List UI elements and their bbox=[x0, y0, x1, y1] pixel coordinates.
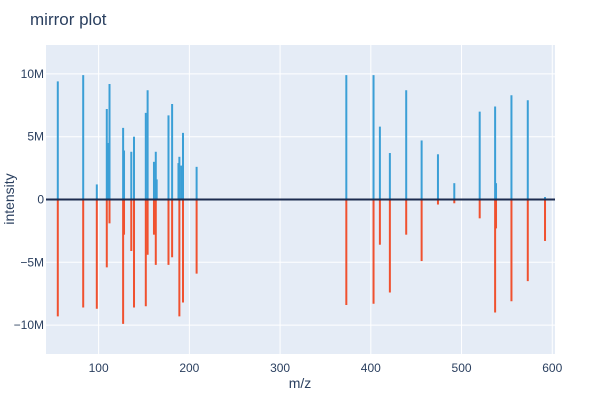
y-tick-label: −5M bbox=[20, 255, 44, 269]
x-tick-label: 200 bbox=[179, 361, 199, 375]
x-tick-label: 300 bbox=[270, 361, 290, 375]
y-tick-label: 0 bbox=[37, 193, 44, 207]
y-tick-label: 5M bbox=[27, 130, 44, 144]
y-tick-label: 10M bbox=[21, 67, 44, 81]
y-tick-label: −10M bbox=[14, 318, 44, 332]
x-tick-label: 500 bbox=[452, 361, 472, 375]
spectrum-peaks bbox=[56, 75, 547, 324]
x-tick-label: 400 bbox=[361, 361, 381, 375]
chart-title: mirror plot bbox=[30, 10, 107, 29]
x-axis-title: m/z bbox=[289, 375, 312, 391]
axis-ticks: 100 200 300 400 500 600 −10M −5M 0 5M 10M bbox=[14, 67, 563, 375]
x-tick-label: 600 bbox=[542, 361, 562, 375]
y-axis-title: intensity bbox=[1, 173, 17, 224]
x-tick-label: 100 bbox=[89, 361, 109, 375]
